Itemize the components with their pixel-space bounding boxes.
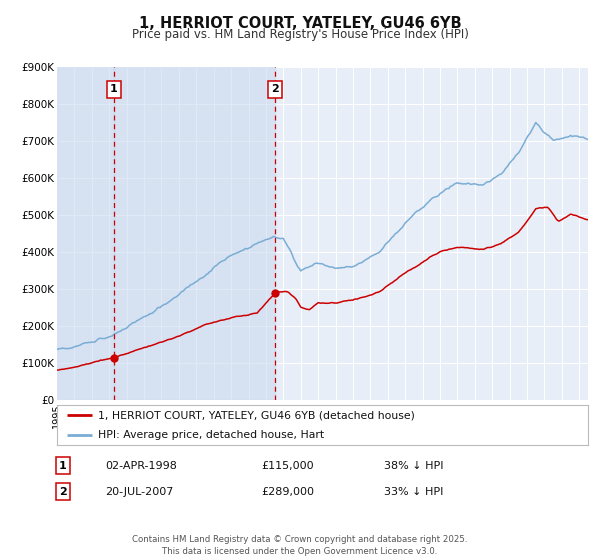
Text: Contains HM Land Registry data © Crown copyright and database right 2025.
This d: Contains HM Land Registry data © Crown c… [132,535,468,556]
Text: £289,000: £289,000 [261,487,314,497]
Bar [57,67,113,400]
Text: 1: 1 [59,461,67,471]
Text: 20-JUL-2007: 20-JUL-2007 [105,487,173,497]
Text: 38% ↓ HPI: 38% ↓ HPI [384,461,443,471]
Text: 2: 2 [59,487,67,497]
Text: 33% ↓ HPI: 33% ↓ HPI [384,487,443,497]
Text: 2: 2 [271,85,279,95]
Text: 02-APR-1998: 02-APR-1998 [105,461,177,471]
Text: 1, HERRIOT COURT, YATELEY, GU46 6YB: 1, HERRIOT COURT, YATELEY, GU46 6YB [139,16,461,31]
Text: Price paid vs. HM Land Registry's House Price Index (HPI): Price paid vs. HM Land Registry's House … [131,28,469,41]
Text: 1, HERRIOT COURT, YATELEY, GU46 6YB (detached house): 1, HERRIOT COURT, YATELEY, GU46 6YB (det… [98,410,415,421]
Text: £115,000: £115,000 [261,461,314,471]
Bar [113,67,275,400]
Text: HPI: Average price, detached house, Hart: HPI: Average price, detached house, Hart [98,430,325,440]
Text: 1: 1 [110,85,118,95]
